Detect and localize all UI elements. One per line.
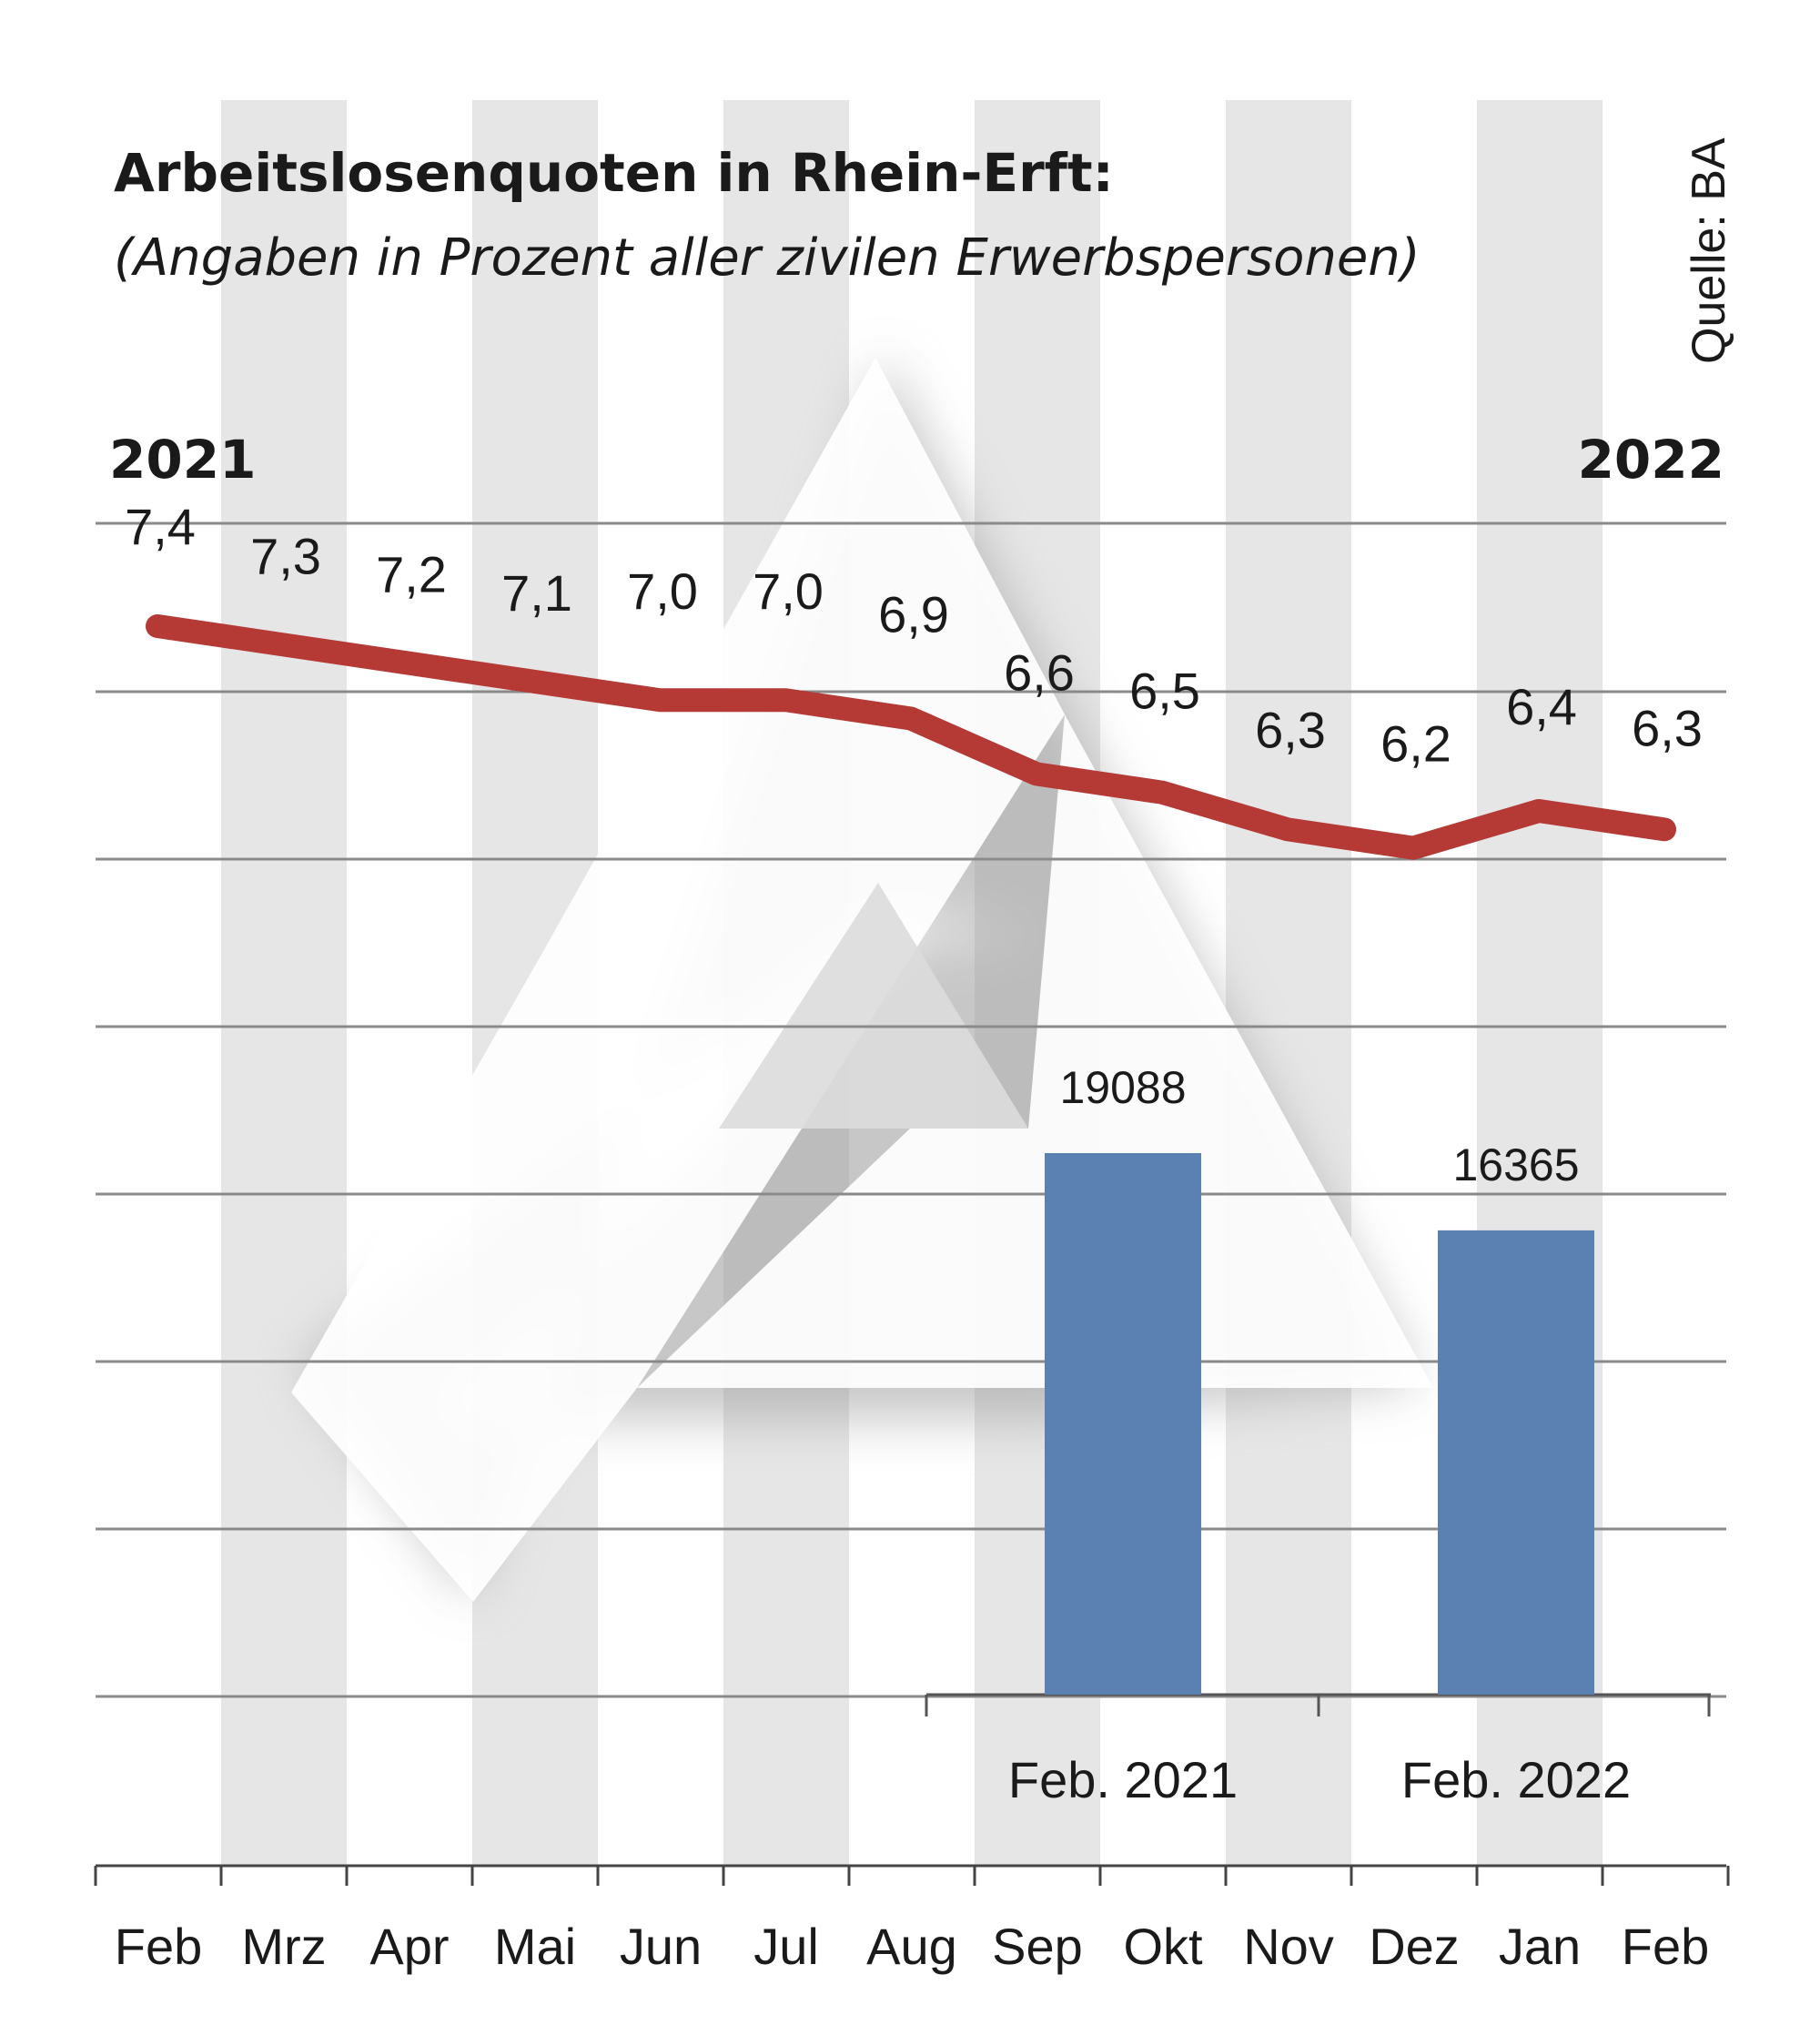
rate-value-label: 7,2 bbox=[376, 546, 447, 603]
rate-value-label: 6,3 bbox=[1255, 701, 1326, 758]
bar-value-label: 19088 bbox=[1059, 1062, 1186, 1113]
chart-subtitle: (Angaben in Prozent aller zivilen Erwerb… bbox=[114, 228, 1421, 288]
x-tick-label: Okt bbox=[1123, 1918, 1203, 1975]
x-tick-label: Dez bbox=[1369, 1918, 1460, 1975]
bar bbox=[1438, 1230, 1594, 1695]
x-tick-label: Feb bbox=[1622, 1918, 1710, 1975]
x-axis: Feb Mrz Apr Mai Jun Jul Aug Sep Okt Nov Dez Jan Feb bbox=[94, 1864, 1730, 1975]
year-end-label: 2022 bbox=[1578, 429, 1724, 491]
bar-value-label: 16365 bbox=[1452, 1139, 1579, 1190]
x-tick-label: Jul bbox=[753, 1918, 819, 1975]
rate-value-label: 7,3 bbox=[250, 527, 321, 584]
x-tick-label: Sep bbox=[992, 1918, 1083, 1975]
rate-value-label: 7,1 bbox=[501, 564, 572, 622]
x-tick-label: Aug bbox=[866, 1918, 957, 1975]
rate-value-label: 6,5 bbox=[1129, 663, 1200, 720]
x-tick-label: Mrz bbox=[241, 1918, 326, 1975]
x-tick-label: Nov bbox=[1243, 1918, 1334, 1975]
year-start-label: 2021 bbox=[109, 429, 256, 491]
rate-value-label: 6,6 bbox=[1004, 643, 1075, 701]
bar-category-label: Feb. 2021 bbox=[1008, 1751, 1238, 1808]
rate-value-label: 6,4 bbox=[1506, 678, 1577, 735]
bar bbox=[1045, 1153, 1201, 1695]
rate-line-series: 7,4 7,3 7,2 7,1 7,0 7,0 6,9 6,6 6,5 6,3 6,2 6,4 6,3 bbox=[125, 498, 1703, 860]
rate-value-label: 6,2 bbox=[1380, 715, 1451, 773]
x-tick-label: Mai bbox=[494, 1918, 576, 1975]
rate-value-label: 7,0 bbox=[753, 562, 824, 620]
column-stripes bbox=[221, 100, 1603, 1866]
rate-line bbox=[146, 614, 1676, 860]
column-stripe bbox=[1226, 100, 1351, 1866]
rate-value-label: 7,4 bbox=[125, 498, 196, 555]
rate-value-label: 7,0 bbox=[627, 562, 698, 620]
grid-lines bbox=[96, 521, 1726, 1698]
rate-value-label: 6,3 bbox=[1632, 699, 1703, 756]
chart-title: Arbeitslosenquoten in Rhein-Erft: bbox=[114, 142, 1114, 204]
rate-value-label: 6,9 bbox=[878, 586, 949, 643]
source-label: Quelle: BA bbox=[1683, 137, 1735, 364]
bar-series: 19088 Feb. 2021 16365 Feb. 2022 bbox=[1008, 1062, 1631, 1808]
x-tick-label: Apr bbox=[369, 1918, 449, 1975]
bar-category-label: Feb. 2022 bbox=[1401, 1751, 1631, 1808]
x-tick-label: Jun bbox=[620, 1918, 702, 1975]
x-tick-label: Jan bbox=[1499, 1918, 1581, 1975]
column-stripe bbox=[221, 100, 347, 1866]
x-tick-label: Feb bbox=[115, 1918, 203, 1975]
